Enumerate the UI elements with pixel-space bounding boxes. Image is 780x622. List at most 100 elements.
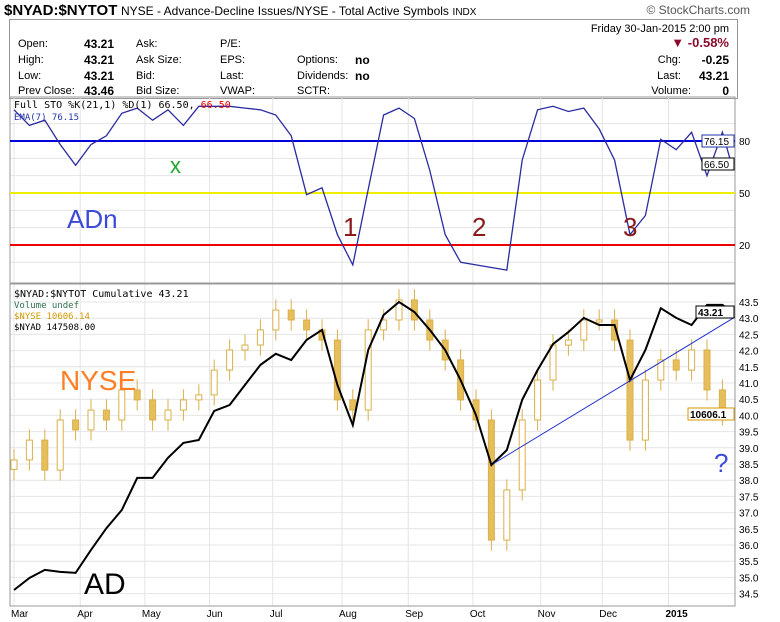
bid-label: Bid: xyxy=(136,70,155,82)
sto-line xyxy=(13,105,733,271)
sto-panel xyxy=(9,96,736,284)
svg-text:Full STO %K(21,1) %D(1) 66.50,: Full STO %K(21,1) %D(1) 66.50, 66.50 xyxy=(14,100,231,111)
nyse-candle xyxy=(564,339,572,346)
sto-tick-label: 20 xyxy=(739,241,751,252)
chart-title: $NYAD:$NYTOT NYSE - Advance-Decline Issu… xyxy=(4,2,476,19)
quote-panel: Friday 30-Jan-2015 2:00 pm ▼ -0.58% Open… xyxy=(9,19,738,99)
price-tick-label: 42.0 xyxy=(739,347,759,358)
nyse-candle xyxy=(395,299,403,321)
nyse-candle xyxy=(149,399,157,421)
trendline[interactable] xyxy=(494,316,735,464)
annotation-x: x xyxy=(170,153,181,178)
ad-line xyxy=(13,300,733,591)
sto-tick-label: 50 xyxy=(739,189,751,200)
nyse-candle xyxy=(703,349,711,391)
last-label-mid: Last: xyxy=(220,70,244,82)
chg-value: -0.25 xyxy=(701,53,729,67)
price-tick-label: 35.0 xyxy=(739,573,759,584)
nyse-candle xyxy=(349,399,357,411)
nyse-candle xyxy=(303,319,311,331)
price-tick-label: 36.0 xyxy=(739,541,759,552)
nyse-candle xyxy=(333,339,341,401)
price-legend: $NYAD:$NYTOT Cumulative 43.21 Volume und… xyxy=(14,289,189,333)
annotation-ad: AD xyxy=(84,568,126,601)
sto-tick-label: 80 xyxy=(739,137,751,148)
x-tick-label: Nov xyxy=(538,609,556,620)
annotation-3: 3 xyxy=(623,212,637,242)
low-label: Low: xyxy=(18,70,42,82)
annotation-adn: ADn xyxy=(67,204,118,234)
x-tick-label: Jun xyxy=(207,609,223,620)
sto-tag-box xyxy=(701,157,735,171)
nyse-candle xyxy=(56,419,64,471)
price-tick-label: 36.5 xyxy=(739,525,759,536)
nyse-candle xyxy=(241,344,249,351)
brand-logo[interactable]: © StockCharts.com xyxy=(646,3,750,17)
price-tick-label: 43.0 xyxy=(739,314,759,325)
x-tick-label: Dec xyxy=(599,609,617,620)
nyse-candle xyxy=(287,309,295,321)
x-tick-label: Sep xyxy=(405,609,423,620)
low-value: 43.21 xyxy=(84,69,115,83)
price-tick-label: 41.5 xyxy=(739,363,759,374)
sto-levels xyxy=(10,140,735,246)
price-tick-label: 41.0 xyxy=(739,379,759,390)
change-percent: ▼ -0.58% xyxy=(671,35,729,50)
last-label: Last: xyxy=(657,70,681,82)
ema-tag: 76.15 xyxy=(704,137,729,148)
last-value: 43.21 xyxy=(698,69,729,83)
nyse-candle xyxy=(534,379,542,421)
high-value: 43.21 xyxy=(84,53,115,67)
nyse-candle xyxy=(672,359,680,371)
volume-value: 0 xyxy=(722,84,729,98)
ask-label: Ask: xyxy=(136,38,158,50)
nyse-candle xyxy=(518,419,526,491)
nyse-candle xyxy=(195,394,203,401)
ad-tag: 43.21 xyxy=(698,308,723,319)
sctr-label: SCTR: xyxy=(297,85,330,97)
nyse-candle xyxy=(364,329,372,411)
nyse-tag: 10606.1 xyxy=(690,410,727,421)
x-tick-label: Jul xyxy=(270,609,283,620)
description: NYSE - Advance-Decline Issues/NYSE - Tot… xyxy=(121,4,449,18)
price-tick-label: 40.0 xyxy=(739,411,759,422)
nyse-candle xyxy=(256,329,264,346)
nyse-candle xyxy=(164,409,172,421)
gridlines xyxy=(10,97,735,606)
price-tick-label: 34.5 xyxy=(739,590,759,601)
sto-legend: Full STO %K(21,1) %D(1) 66.50, 66.50 EMA… xyxy=(14,100,231,123)
price-tick-label: 37.5 xyxy=(739,492,759,503)
x-tick-label: May xyxy=(142,609,161,620)
ad-tag-box xyxy=(695,305,735,319)
volume-label: Volume: xyxy=(651,85,691,97)
ema-legend: EMA(7) 76.15 xyxy=(14,113,79,123)
nyse-candle xyxy=(611,319,619,341)
annotation-1: 1 xyxy=(343,212,357,242)
sto-axis: 80 50 20 xyxy=(739,137,751,252)
nyse-candle xyxy=(72,419,80,431)
nyse-candle xyxy=(487,419,495,541)
price-axis: 43.5 43.0 42.5 42.0 41.5 41.0 40.5 40.0 39.5 39.0… xyxy=(739,298,759,601)
dividends-label: Dividends: xyxy=(297,70,349,82)
quote-date: Friday 30-Jan-2015 2:00 pm xyxy=(590,23,729,35)
value-tags: 76.15 66.50 43.21 10606.1 xyxy=(687,134,735,421)
eps-label: EPS: xyxy=(220,54,246,66)
nyse-candle xyxy=(10,459,18,470)
nyad-legend: $NYAD 147508.00 xyxy=(14,323,95,333)
annotation-nyse: NYSE xyxy=(60,365,136,396)
nyse-candle xyxy=(657,359,665,381)
nyse-candle xyxy=(503,489,511,541)
ad-legend: $NYAD:$NYTOT Cumulative 43.21 xyxy=(14,289,189,300)
nyse-candle xyxy=(226,349,234,371)
annotation-2: 2 xyxy=(472,212,486,242)
nyse-bars xyxy=(10,289,726,551)
open-label: Open: xyxy=(18,38,48,50)
nyse-candle xyxy=(626,339,634,441)
volume-legend: Volume undef xyxy=(14,301,79,311)
chg-label: Chg: xyxy=(657,54,681,66)
x-tick-label: Mar xyxy=(11,609,29,620)
nyse-candle xyxy=(595,319,603,323)
dividends-value: no xyxy=(355,69,370,83)
vwap-label: VWAP: xyxy=(220,85,256,97)
bid-size-label: Bid Size: xyxy=(136,85,180,97)
